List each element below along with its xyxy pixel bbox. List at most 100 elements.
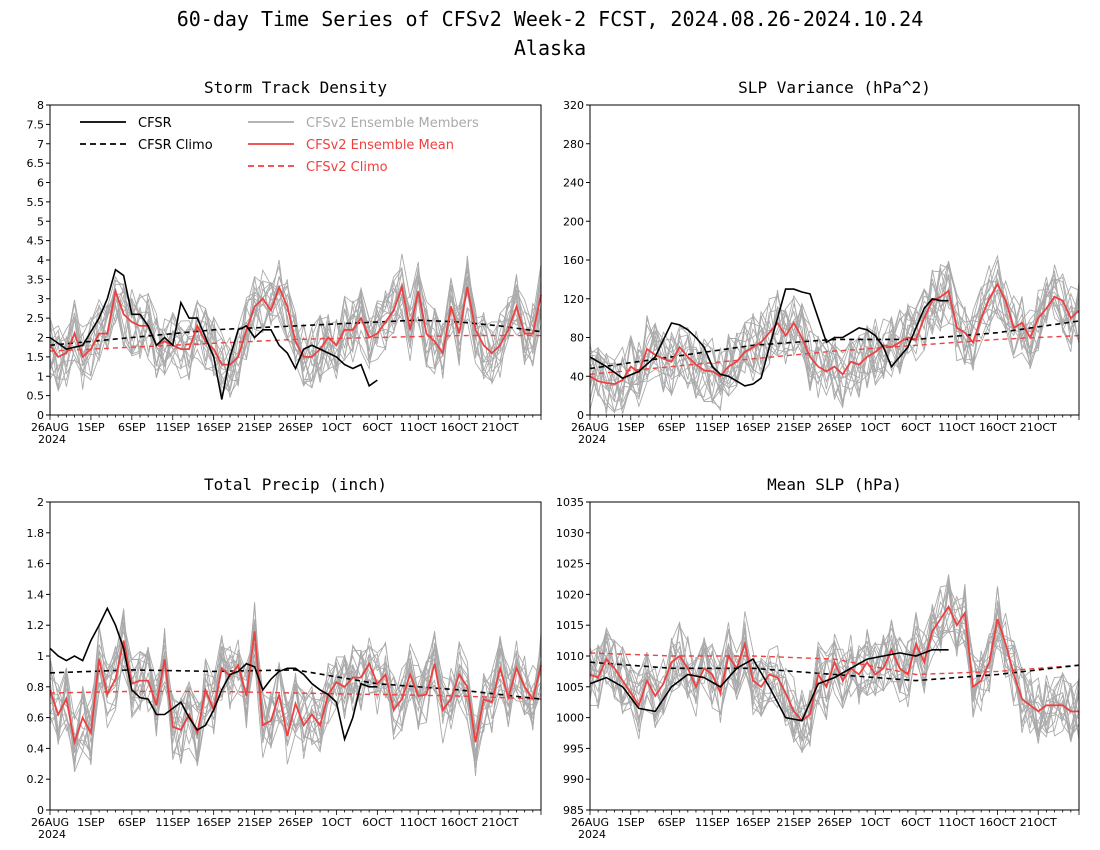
- x-tick-label: 16OCT: [979, 816, 1016, 829]
- x-tick-label: 1OCT: [860, 816, 890, 829]
- y-tick-label: 1010: [556, 650, 584, 663]
- chart-legend: CFSR CFSR Climo CFSv2 Ensemble Members CFSv…: [80, 116, 479, 175]
- x-tick-label: 11OCT: [400, 816, 437, 829]
- y-tick-label: 7.5: [27, 118, 45, 131]
- y-tick-label: 995: [563, 742, 584, 755]
- y-tick-label: 1020: [556, 588, 584, 601]
- y-tick-label: 1035: [556, 496, 584, 509]
- ensemble-member-line: [49, 264, 542, 392]
- ensemble-mean-line: [49, 283, 542, 366]
- y-tick-label: 3: [37, 293, 44, 306]
- x-tick-label: 26AUG: [571, 816, 609, 829]
- y-tick-label: 5: [37, 215, 44, 228]
- ensemble-member-line: [49, 271, 542, 387]
- ensemble-members: [589, 254, 1080, 414]
- x-tick-label: 1OCT: [321, 421, 351, 434]
- y-tick-label: 1: [37, 370, 44, 383]
- ensemble-mean-line: [49, 631, 542, 746]
- x-tick-label: 11OCT: [938, 816, 975, 829]
- figure-title-block: 60-day Time Series of CFSv2 Week-2 FCST,…: [0, 4, 1100, 62]
- x-tick-label: 21SEP: [776, 816, 811, 829]
- y-tick-label: 3.5: [27, 273, 45, 286]
- x-tick-label: 21OCT: [482, 816, 519, 829]
- x-tick-label: 1SEP: [617, 816, 645, 829]
- ensemble-member-line: [589, 582, 1080, 729]
- y-tick-label: 2: [37, 332, 44, 345]
- x-tick-label: 26SEP: [817, 421, 852, 434]
- x-tick-label: 1OCT: [321, 816, 351, 829]
- y-tick-label: 6: [37, 177, 44, 190]
- cfsr-line: [589, 288, 949, 387]
- x-year-label: 2024: [578, 828, 606, 841]
- y-tick-label: 200: [563, 215, 584, 228]
- x-tick-label: 11OCT: [938, 421, 975, 434]
- panel-total-precip: Total Precip (inch) 0 0.2 0.4 0.6 0.8 1 1.2 1.4 1…: [27, 475, 542, 841]
- figure-subtitle: Alaska: [513, 36, 587, 60]
- x-tick-label: 11SEP: [155, 421, 190, 434]
- x-tick-label: 21SEP: [776, 421, 811, 434]
- x-tick-label: 26SEP: [278, 816, 313, 829]
- cfsr-climo-line: [589, 320, 1080, 370]
- x-tick-label: 16OCT: [441, 816, 478, 829]
- x-tick-label: 6OCT: [362, 421, 392, 434]
- y-tick-label: 990: [563, 773, 584, 786]
- y-tick-label: 0: [37, 804, 44, 817]
- y-tick-label: 1.5: [27, 351, 45, 364]
- x-tick-label: 1SEP: [617, 421, 645, 434]
- x-tick-label: 16OCT: [979, 421, 1016, 434]
- ensemble-member-line: [589, 588, 1080, 747]
- legend-label: CFSR Climo: [138, 138, 213, 153]
- y-tick-label: 1025: [556, 558, 584, 571]
- x-tick-label: 16SEP: [196, 816, 231, 829]
- cfsr-climo-line: [49, 669, 542, 700]
- x-year-label: 2024: [578, 433, 606, 446]
- y-tick-label: 160: [563, 254, 584, 267]
- ensemble-member-line: [49, 638, 542, 767]
- x-tick-label: 6OCT: [901, 421, 931, 434]
- figure-title: 60-day Time Series of CFSv2 Week-2 FCST,…: [176, 7, 924, 31]
- y-tick-label: 1.2: [27, 619, 45, 632]
- x-tick-label: 6SEP: [658, 816, 686, 829]
- ensemble-member-line: [589, 278, 1080, 414]
- panel-title: Total Precip (inch): [204, 475, 387, 494]
- y-tick-label: 0.5: [27, 390, 45, 403]
- y-tick-label: 4.5: [27, 235, 45, 248]
- x-tick-label: 26AUG: [31, 816, 69, 829]
- y-tick-label: 1.6: [27, 558, 45, 571]
- x-tick-label: 21OCT: [1020, 816, 1057, 829]
- x-year-label: 2024: [38, 433, 66, 446]
- panel-mean-slp: Mean SLP (hPa) 985 990 995 1000 1005 1010 1015 1…: [556, 475, 1080, 841]
- x-tick-label: 6OCT: [901, 816, 931, 829]
- ensemble-members: [49, 602, 542, 776]
- x-tick-label: 16SEP: [736, 421, 771, 434]
- legend-cfsr-climo: CFSR Climo: [80, 138, 213, 153]
- y-tick-label: 5.5: [27, 196, 45, 209]
- cfsr-climo-line: [589, 661, 1080, 682]
- x-tick-label: 26AUG: [571, 421, 609, 434]
- legend-label: CFSR: [138, 116, 172, 131]
- y-tick-label: 1005: [556, 681, 584, 694]
- y-tick-label: 1.8: [27, 527, 45, 540]
- y-tick-label: 320: [563, 99, 584, 112]
- legend-cfsv2-climo: CFSv2 Climo: [248, 160, 388, 175]
- ensemble-member-line: [49, 609, 542, 750]
- x-tick-label: 21SEP: [237, 816, 272, 829]
- ensemble-mean-line: [589, 604, 1079, 722]
- x-tick-label: 1SEP: [77, 421, 105, 434]
- y-tick-label: 80: [570, 332, 584, 345]
- x-tick-label: 6SEP: [118, 421, 146, 434]
- y-tick-label: 1: [37, 650, 44, 663]
- cfsr-climo-line: [49, 319, 542, 347]
- ensemble-member-line: [49, 622, 542, 769]
- x-tick-label: 6SEP: [118, 816, 146, 829]
- ensemble-member-line: [49, 275, 542, 390]
- y-tick-label: 0: [577, 409, 584, 422]
- ensemble-member-line: [589, 270, 1080, 409]
- y-tick-label: 240: [563, 177, 584, 190]
- panel-slp-variance: SLP Variance (hPa^2) 0 40 80 120 160 200 240 280…: [563, 78, 1080, 446]
- ensemble-member-line: [589, 269, 1080, 404]
- x-tick-label: 1SEP: [77, 816, 105, 829]
- cfsr-line: [589, 648, 949, 722]
- x-tick-label: 1OCT: [860, 421, 890, 434]
